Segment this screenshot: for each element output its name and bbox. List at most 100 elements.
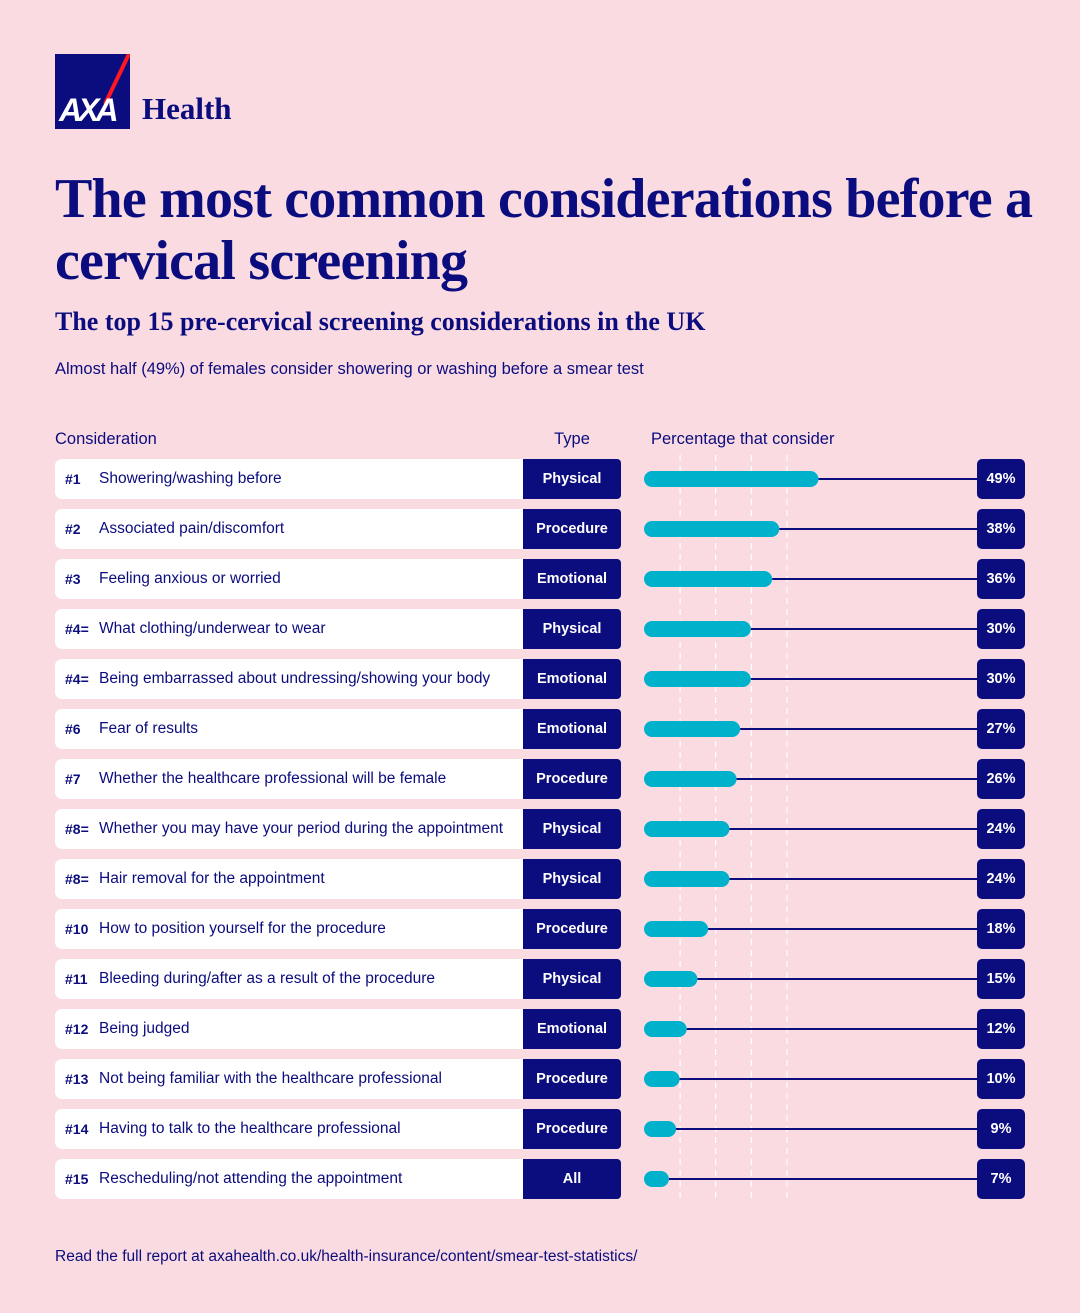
rank-label: #3: [65, 571, 81, 587]
percentage-label: 18%: [977, 909, 1025, 949]
type-badge: Physical: [523, 609, 621, 649]
table-row: #15 Rescheduling/not attending the appoin…: [55, 1159, 523, 1199]
bar: [644, 1071, 680, 1087]
type-badge: Procedure: [523, 509, 621, 549]
footer-source[interactable]: Read the full report at axahealth.co.uk/…: [55, 1248, 638, 1265]
bar: [644, 521, 780, 537]
bar: [644, 1171, 669, 1187]
rank-label: #14: [65, 1121, 89, 1137]
type-badge: All: [523, 1159, 621, 1199]
table-row: #2 Associated pain/discomfort: [55, 509, 523, 549]
bar: [644, 821, 730, 837]
rank-label: #6: [65, 721, 81, 737]
type-badge: Physical: [523, 809, 621, 849]
type-badge: Procedure: [523, 1109, 621, 1149]
percentage-label: 7%: [977, 1159, 1025, 1199]
type-badge: Emotional: [523, 1009, 621, 1049]
rank-label: #7: [65, 771, 81, 787]
logo-slash-icon: [103, 54, 130, 105]
percentage-label: 15%: [977, 959, 1025, 999]
consideration-label: Showering/washing before: [99, 470, 282, 487]
table-row: #11 Bleeding during/after as a result of …: [55, 959, 523, 999]
consideration-label: Hair removal for the appointment: [99, 870, 325, 887]
consideration-label: How to position yourself for the procedu…: [99, 920, 386, 937]
table-row: #8= Whether you may have your period duri…: [55, 809, 523, 849]
column-header-consideration: Consideration: [55, 430, 157, 448]
percentage-label: 24%: [977, 859, 1025, 899]
bar: [644, 1021, 687, 1037]
rank-label: #2: [65, 521, 81, 537]
percentage-label: 24%: [977, 809, 1025, 849]
type-badge: Emotional: [523, 709, 621, 749]
logo-text: AXA: [59, 92, 119, 128]
percentage-label: 27%: [977, 709, 1025, 749]
table-row: #4= What clothing/underwear to wear: [55, 609, 523, 649]
table-row: #14 Having to talk to the healthcare prof…: [55, 1109, 523, 1149]
consideration-label: Having to talk to the healthcare profess…: [99, 1120, 401, 1137]
brand-name: Health: [142, 91, 232, 126]
consideration-label: Bleeding during/after as a result of the…: [99, 970, 436, 987]
percentage-label: 26%: [977, 759, 1025, 799]
intro-text: Almost half (49%) of females consider sh…: [55, 360, 644, 378]
rank-label: #10: [65, 921, 89, 937]
percentage-label: 30%: [977, 659, 1025, 699]
rank-label: #8=: [65, 821, 89, 837]
type-badge: Procedure: [523, 909, 621, 949]
table-row: #7 Whether the healthcare professional wi…: [55, 759, 523, 799]
bar: [644, 621, 751, 637]
bar: [644, 671, 751, 687]
consideration-label: What clothing/underwear to wear: [99, 620, 326, 637]
table-row: #8= Hair removal for the appointment: [55, 859, 523, 899]
bar: [644, 971, 698, 987]
bar: [644, 871, 730, 887]
type-badge: Physical: [523, 859, 621, 899]
bar: [644, 1121, 677, 1137]
table-row: #6 Fear of results: [55, 709, 523, 749]
consideration-label: Feeling anxious or worried: [99, 570, 281, 587]
rank-label: #4=: [65, 621, 89, 637]
rank-label: #12: [65, 1021, 89, 1037]
column-header-percentage: Percentage that consider: [651, 430, 835, 448]
consideration-label: Being embarrassed about undressing/showi…: [99, 670, 491, 687]
percentage-label: 9%: [977, 1109, 1025, 1149]
bar: [644, 721, 741, 737]
rank-label: #11: [65, 971, 88, 987]
consideration-label: Not being familiar with the healthcare p…: [99, 1070, 442, 1087]
rank-label: #8=: [65, 871, 89, 887]
rank-label: #15: [65, 1171, 89, 1187]
rank-label: #1: [65, 471, 81, 487]
percentage-label: 38%: [977, 509, 1025, 549]
type-badge: Procedure: [523, 759, 621, 799]
axa-logo: AXA: [55, 54, 130, 129]
percentage-label: 12%: [977, 1009, 1025, 1049]
type-badge: Emotional: [523, 659, 621, 699]
percentage-label: 36%: [977, 559, 1025, 599]
chart-subtitle: The top 15 pre-cervical screening consid…: [55, 307, 706, 336]
type-badge: Emotional: [523, 559, 621, 599]
bar: [644, 471, 819, 487]
consideration-label: Whether you may have your period during …: [99, 820, 504, 837]
consideration-label: Rescheduling/not attending the appointme…: [99, 1170, 403, 1187]
table-row: #1 Showering/washing before: [55, 459, 523, 499]
percentage-label: 30%: [977, 609, 1025, 649]
bar: [644, 921, 709, 937]
rank-label: #13: [65, 1071, 89, 1087]
table-row: #12 Being judged: [55, 1009, 523, 1049]
column-header-type: Type: [554, 430, 590, 448]
bar: [644, 571, 773, 587]
rank-label: #4=: [65, 671, 89, 687]
consideration-label: Whether the healthcare professional will…: [99, 770, 447, 787]
table-row: #10 How to position yourself for the proc…: [55, 909, 523, 949]
type-badge: Physical: [523, 959, 621, 999]
type-badge: Procedure: [523, 1059, 621, 1099]
type-badge: Physical: [523, 459, 621, 499]
consideration-label: Being judged: [99, 1020, 190, 1037]
consideration-label: Fear of results: [99, 720, 199, 737]
page-title: The most common considerations before a …: [55, 168, 1033, 292]
table-row: #4= Being embarrassed about undressing/sh…: [55, 659, 523, 699]
table-row: #13 Not being familiar with the healthcar…: [55, 1059, 523, 1099]
percentage-label: 49%: [977, 459, 1025, 499]
percentage-label: 10%: [977, 1059, 1025, 1099]
table-row: #3 Feeling anxious or worried: [55, 559, 523, 599]
